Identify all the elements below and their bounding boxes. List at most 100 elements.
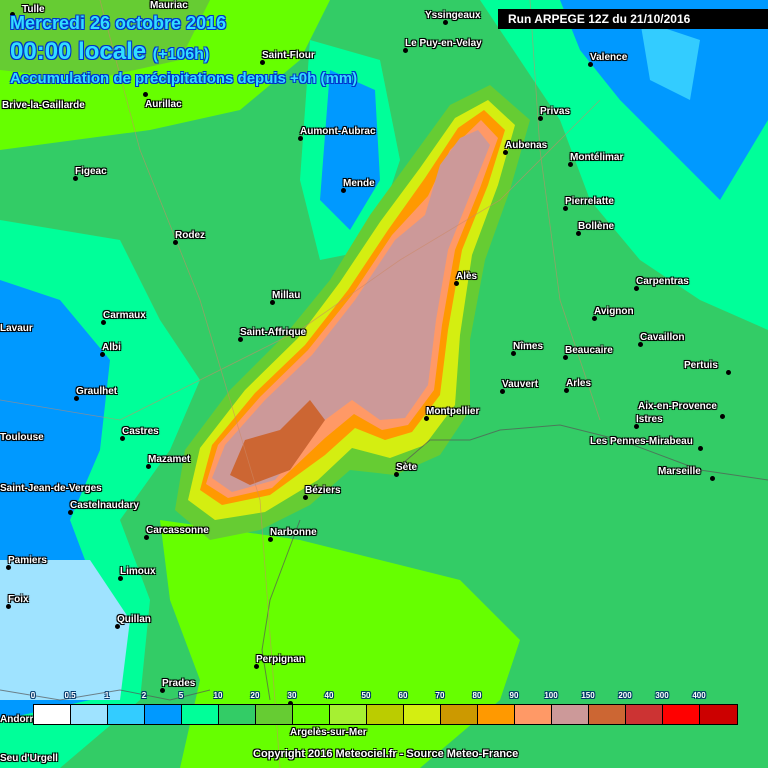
city-dot — [298, 136, 303, 141]
city-dot — [6, 604, 11, 609]
city-label: Privas — [540, 106, 571, 117]
legend-label: 10 — [213, 691, 223, 700]
city-label: Béziers — [305, 485, 341, 496]
city-dot — [120, 436, 125, 441]
city-dot — [563, 355, 568, 360]
city-label: Brive-la-Gaillarde — [2, 100, 85, 111]
city-label: Marseille — [658, 466, 701, 477]
city-label: Aumont-Aubrac — [300, 126, 376, 137]
city-label: Valence — [590, 52, 628, 63]
city-label: Argelès-sur-Mer — [290, 727, 367, 738]
city-dot — [101, 320, 106, 325]
legend-label: 20 — [250, 691, 260, 700]
legend-label: 40 — [324, 691, 334, 700]
city-dot — [238, 337, 243, 342]
city-dot — [568, 162, 573, 167]
city-label: Cavaillon — [640, 332, 685, 343]
city-label: Le Puy-en-Velay — [405, 38, 482, 49]
legend-label: 70 — [435, 691, 445, 700]
city-label: Montpellier — [426, 406, 480, 417]
city-dot — [143, 92, 148, 97]
city-dot — [394, 472, 399, 477]
color-legend — [33, 704, 738, 725]
legend-swatch — [34, 705, 71, 724]
city-dot — [538, 116, 543, 121]
city-dot — [563, 206, 568, 211]
legend-label: 200 — [618, 691, 632, 700]
city-label: Pierrelatte — [565, 196, 614, 207]
city-dot — [115, 624, 120, 629]
city-label: Aurillac — [145, 99, 182, 110]
city-dot — [454, 281, 459, 286]
city-dot — [634, 286, 639, 291]
city-dot — [698, 446, 703, 451]
city-dot — [148, 22, 153, 27]
legend-swatch — [441, 705, 478, 724]
city-dot — [260, 60, 265, 65]
legend-label: 100 — [544, 691, 558, 700]
city-dot — [576, 231, 581, 236]
city-label: Saint-Flour — [262, 50, 315, 61]
legend-swatch — [589, 705, 626, 724]
city-label: Montélimar — [570, 152, 624, 163]
city-dot — [6, 565, 11, 570]
city-dot — [10, 12, 15, 17]
city-label: Carmaux — [103, 310, 146, 321]
city-label: Seu d'Urgell — [0, 753, 58, 764]
city-label: Albi — [102, 342, 121, 353]
city-label: Saint-Jean-de-Verges — [0, 483, 102, 494]
legend-swatch — [293, 705, 330, 724]
city-dot — [144, 535, 149, 540]
city-label: Sète — [396, 462, 418, 473]
legend-label: 2 — [141, 691, 147, 700]
city-label: Beaucaire — [565, 345, 613, 356]
city-dot — [634, 424, 639, 429]
city-label: Toulouse — [0, 432, 44, 443]
city-dot — [288, 701, 293, 706]
city-label: Nîmes — [513, 341, 544, 352]
city-label: Quillan — [117, 614, 151, 625]
legend-swatch — [478, 705, 515, 724]
city-label: Castelnaudary — [70, 500, 139, 511]
city-label: Narbonne — [270, 527, 317, 538]
city-dot — [118, 576, 123, 581]
run-banner: Run ARPEGE 12Z du 21/10/2016 — [498, 9, 768, 29]
city-dot — [720, 414, 725, 419]
city-dot — [160, 688, 165, 693]
city-dot — [173, 240, 178, 245]
city-dot — [588, 62, 593, 67]
city-label: Millau — [272, 290, 301, 301]
city-label: Perpignan — [256, 654, 305, 665]
city-dot — [73, 176, 78, 181]
legend-swatch — [404, 705, 441, 724]
city-dot — [638, 342, 643, 347]
city-label: Mende — [343, 178, 375, 189]
city-label: Arles — [566, 378, 592, 389]
time-offset: (+106h) — [152, 46, 210, 63]
city-dot — [726, 370, 731, 375]
city-dot — [503, 150, 508, 155]
city-label: Pertuis — [684, 360, 718, 371]
city-dot — [254, 664, 259, 669]
legend-label: 150 — [581, 691, 595, 700]
city-label: Castres — [122, 426, 159, 437]
legend-swatch — [663, 705, 700, 724]
city-label: Les Pennes-Mirabeau — [590, 436, 693, 447]
city-label: Istres — [636, 414, 663, 425]
city-label: Saint-Affrique — [240, 327, 307, 338]
city-dot — [511, 351, 516, 356]
city-label: Avignon — [594, 306, 634, 317]
city-label: Figeac — [75, 166, 107, 177]
city-label: Foix — [8, 594, 29, 605]
city-label: Mauriac — [150, 0, 188, 11]
city-label: Bollène — [578, 221, 615, 232]
city-label: Carpentras — [636, 276, 689, 287]
city-label: Yssingeaux — [425, 10, 481, 21]
legend-label: 50 — [361, 691, 371, 700]
legend-swatch — [145, 705, 182, 724]
forecast-time: 00:00 locale (+106h) — [10, 38, 209, 66]
city-label: Alès — [456, 271, 478, 282]
legend-label: 0.5 — [64, 691, 76, 700]
city-label: Tulle — [22, 4, 45, 15]
city-label: Graulhet — [76, 386, 118, 397]
